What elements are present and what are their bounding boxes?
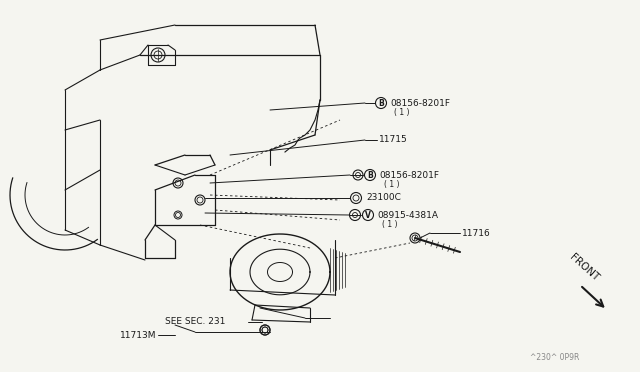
Text: 08156-8201F: 08156-8201F: [390, 99, 450, 108]
Text: ^230^ 0P9R: ^230^ 0P9R: [530, 353, 579, 362]
Text: SEE SEC. 231: SEE SEC. 231: [165, 317, 225, 327]
Text: 08915-4381A: 08915-4381A: [377, 211, 438, 219]
Text: 11713M: 11713M: [120, 330, 157, 340]
Text: 23100C: 23100C: [366, 193, 401, 202]
Text: B: B: [378, 99, 384, 108]
Text: FRONT: FRONT: [568, 252, 601, 283]
Text: V: V: [365, 211, 371, 219]
Text: ( 1 ): ( 1 ): [382, 219, 397, 228]
Text: 11716: 11716: [462, 228, 491, 237]
Text: 08156-8201F: 08156-8201F: [379, 170, 439, 180]
Text: ( 1 ): ( 1 ): [394, 108, 410, 116]
Text: 11715: 11715: [379, 135, 408, 144]
Text: ( 1 ): ( 1 ): [384, 180, 399, 189]
Text: B: B: [367, 170, 373, 180]
